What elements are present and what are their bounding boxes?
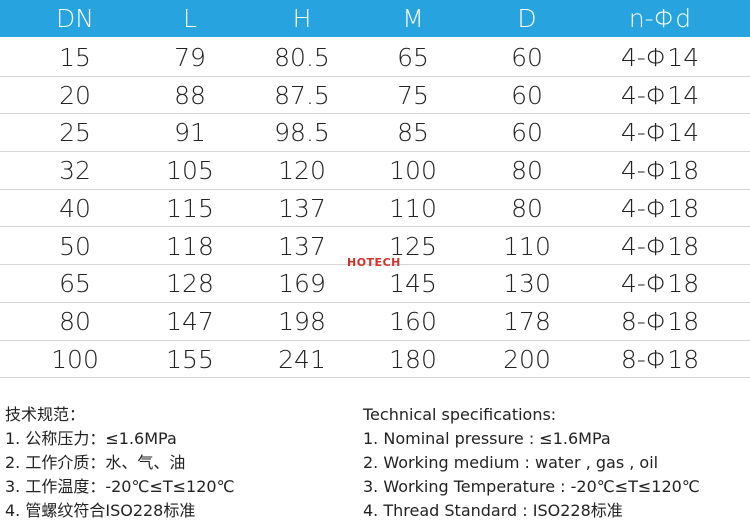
watermark: HOTECH [347,256,401,269]
table-cell: 32 [59,156,91,186]
table-cell: 137 [278,231,326,261]
table-cell: 4-Φ18 [620,231,700,261]
table-cell: 60 [511,118,543,148]
table-cell: 145 [389,269,437,299]
table-cell: 8-Φ18 [620,306,700,336]
table-cell: 87.5 [274,80,330,110]
table-cell: 60 [511,80,543,110]
table-cell: 4-Φ14 [620,43,700,72]
header-cell: DN [56,4,94,33]
table-row: 80 147 198 160 178 8-Φ18 [0,303,750,341]
header-cell: n-Φd [628,4,692,33]
table-cell: 85 [397,118,429,148]
spec-item: 4. Thread Standard : ISO228标准 [363,501,623,520]
spec-item: 3. Working Temperature : -20℃≤T≤120℃ [363,477,700,496]
table-cell: 91 [174,118,206,148]
table-row: 40 115 137 110 80 4-Φ18 [0,190,750,228]
table-cell: 169 [278,269,326,299]
header-cell: D [517,4,537,33]
table-cell: 80.5 [274,43,330,72]
spec-item: 2. Working medium : water , gas , oil [363,453,659,472]
table-cell: 4-Φ18 [620,156,700,186]
table-cell: 50 [59,231,91,261]
table-cell: 100 [51,344,99,374]
table-cell: 110 [503,231,551,261]
header-cell: L [183,4,197,33]
table-cell: 200 [503,344,551,374]
specs-chinese: 技术规范： 1. 公称压力：≤1.6MPa 2. 工作介质：水、气、油 3. 工作温度… [5,403,235,523]
table-cell: 155 [166,344,214,374]
spec-item: 3. 工作温度：-20℃≤T≤120℃ [5,477,235,496]
table-cell: 25 [59,118,91,148]
table-cell: 88 [174,80,206,110]
table-row: 32 105 120 100 80 4-Φ18 [0,152,750,190]
table-cell: 178 [503,306,551,336]
table-cell: 100 [389,156,437,186]
table-cell: 8-Φ18 [620,344,700,374]
table-row: 50 118 137 125 110 4-Φ18 [0,228,750,266]
spec-title: Technical specifications: [363,405,557,424]
table-cell: 98.5 [274,118,330,148]
table-cell: 80 [59,306,91,336]
table-cell: 4-Φ14 [620,118,700,148]
table-row: 15 79 80.5 65 60 4-Φ14 [0,39,750,77]
table-cell: 105 [166,156,214,186]
table-cell: 130 [503,269,551,299]
table-cell: 120 [278,156,326,186]
header-cell: M [402,4,424,33]
table-cell: 65 [59,269,91,299]
spec-item: 1. Nominal pressure : ≤1.6MPa [363,429,611,448]
table-cell: 80 [511,193,543,223]
table-cell: 160 [389,306,437,336]
table-cell: 75 [397,80,429,110]
table-cell: 241 [278,344,326,374]
table-cell: 198 [278,306,326,336]
table-cell: 65 [397,43,429,72]
table-cell: 115 [166,193,214,223]
table-cell: 118 [166,231,214,261]
table-row: 100 155 241 180 200 8-Φ18 [0,341,750,379]
spec-title: 技术规范： [5,405,86,424]
table-cell: 20 [59,80,91,110]
table-cell: 128 [166,269,214,299]
table-row: 20 88 87.5 75 60 4-Φ14 [0,77,750,115]
table-cell: 4-Φ18 [620,269,700,299]
table-row: 65 128 169 145 130 4-Φ18 [0,265,750,303]
table-row: 25 91 98.5 85 60 4-Φ14 [0,114,750,153]
spec-item: 1. 公称压力：≤1.6MPa [5,429,177,448]
table-cell: 79 [174,43,206,72]
spec-item: 4. 管螺纹符合ISO228标准 [5,501,196,520]
header-cell: H [292,4,312,33]
table-cell: 125 [389,231,437,261]
table-cell: 40 [59,193,91,223]
table-cell: 180 [389,344,437,374]
table-cell: 4-Φ14 [620,80,700,110]
table-cell: 110 [389,193,437,223]
table-cell: 4-Φ18 [620,193,700,223]
table-cell: 147 [166,306,214,336]
specs-english: Technical specifications: 1. Nominal pres… [363,403,700,523]
spec-item: 2. 工作介质：水、气、油 [5,453,186,472]
table-cell: 137 [278,193,326,223]
table-cell: 60 [511,43,543,72]
table-cell: 15 [59,43,91,72]
table-cell: 80 [511,156,543,186]
